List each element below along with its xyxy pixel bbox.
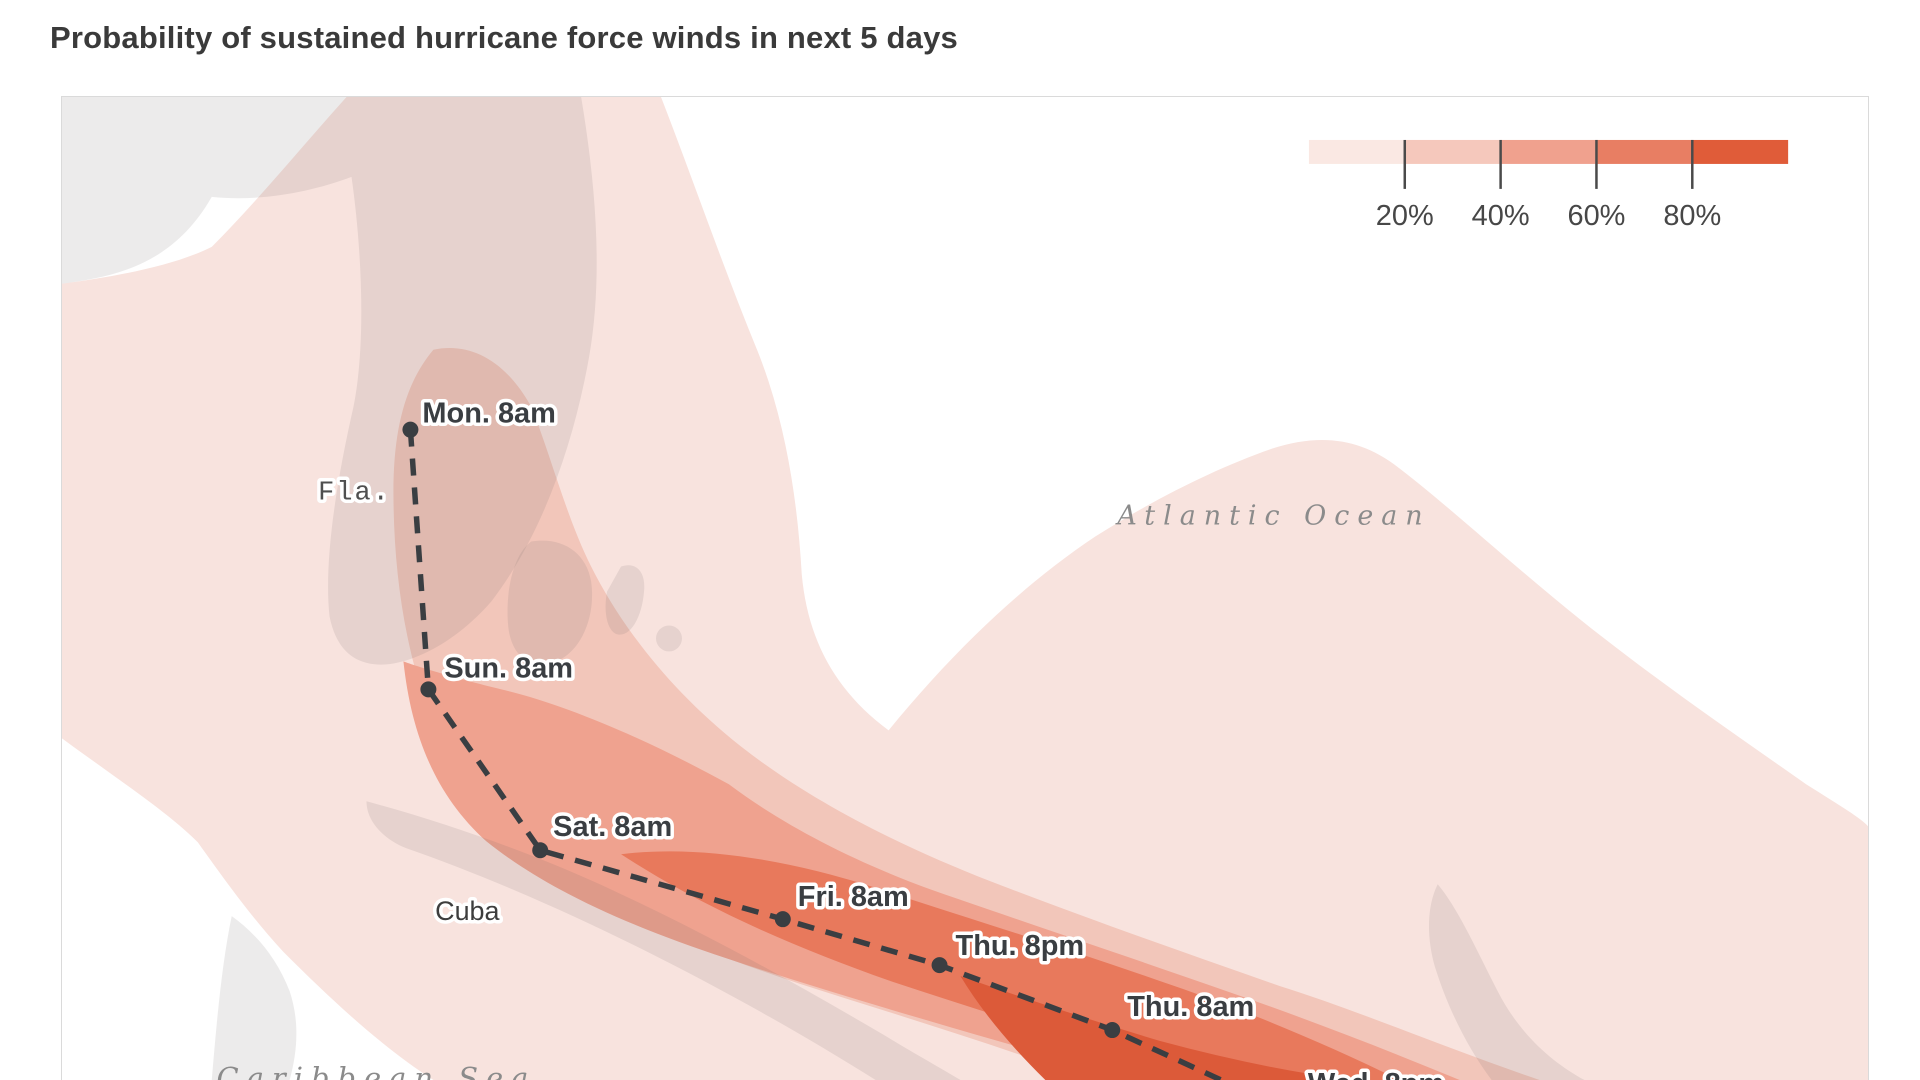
- legend-tick-label-80: 80%: [1663, 200, 1721, 232]
- track-point-fri-8am: [774, 911, 791, 928]
- track-label-sun-8am: Sun. 8am: [444, 652, 573, 684]
- track-label-sat-8am: Sat. 8am: [553, 811, 672, 843]
- land-bahamas-1: [507, 540, 593, 665]
- hurricane-track: Mon. 8am Sun. 8am Sat. 8am Fri. 8am Thu.…: [402, 394, 1448, 1080]
- map-label-atlantic-ocean: Atlantic Ocean: [1114, 501, 1430, 532]
- probability-band-5: [960, 976, 1350, 1080]
- land-cuba: [366, 801, 961, 1080]
- land-yucatan: [211, 916, 297, 1080]
- map-label-cuba: Cuba: [435, 896, 499, 926]
- map-canvas: Mon. 8am Sun. 8am Sat. 8am Fri. 8am Thu.…: [62, 97, 1868, 1080]
- legend-band-2: [1404, 139, 1501, 164]
- map-label-caribbean-sea: Caribbean Sea: [217, 1061, 537, 1080]
- track-point-thu-8pm: [931, 957, 948, 974]
- legend-band-3: [1500, 139, 1597, 164]
- track-point-sun-8am: [420, 681, 437, 698]
- legend: 20% 40% 60% 80%: [1308, 139, 1789, 232]
- legend-band-1: [1308, 139, 1405, 164]
- track-point-sat-8am: [532, 842, 549, 859]
- land-southeast-us-florida: [62, 97, 597, 665]
- legend-band-5: [1692, 139, 1789, 164]
- landmasses: [62, 97, 1585, 1080]
- probability-band-4: [621, 851, 1400, 1080]
- legend-tick-label-20: 20%: [1376, 200, 1434, 232]
- legend-tick-label-40: 40%: [1472, 200, 1530, 232]
- map-label-florida: Fla.: [318, 479, 391, 509]
- land-bahamas-3: [656, 625, 682, 652]
- legend-band-4: [1596, 139, 1693, 164]
- probability-band-3: [403, 661, 1460, 1080]
- track-label-thu-8pm: Thu. 8pm: [956, 930, 1085, 962]
- track-point-mon-8am: [402, 421, 419, 438]
- track-label-wed-8pm: Wed. 8pm: [1308, 1068, 1444, 1080]
- legend-tick-label-60: 60%: [1567, 200, 1625, 232]
- land-bahamas-2: [605, 565, 645, 635]
- track-label-fri-8am: Fri. 8am: [798, 881, 909, 913]
- track-label-mon-8am: Mon. 8am: [422, 398, 555, 430]
- track-label-thu-8am: Thu. 8am: [1127, 991, 1254, 1023]
- chart-title: Probability of sustained hurricane force…: [50, 20, 958, 55]
- land-hispaniola: [1428, 884, 1585, 1080]
- map-panel: Mon. 8am Sun. 8am Sat. 8am Fri. 8am Thu.…: [61, 96, 1869, 1080]
- track-point-thu-8am: [1104, 1022, 1121, 1039]
